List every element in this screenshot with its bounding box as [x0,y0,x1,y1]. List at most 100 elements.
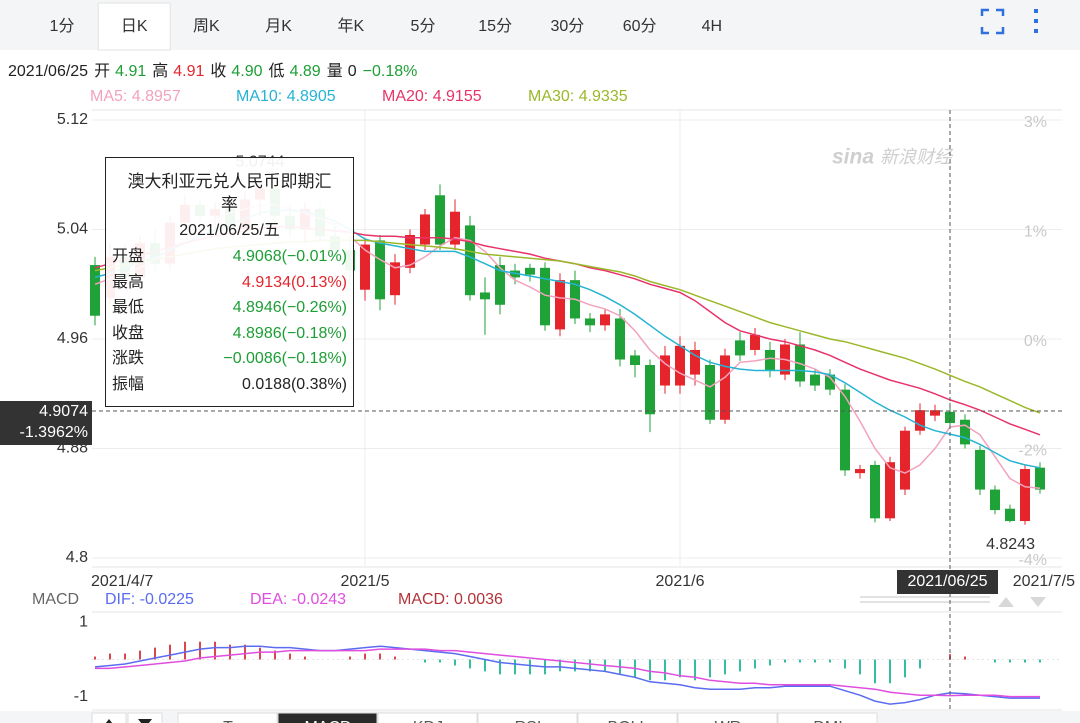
tooltip-title: 澳大利亚元兑人民币即期汇率 [127,172,332,214]
crosshair-price: 4.9074 [39,403,88,420]
candle-body [615,318,625,360]
macd-bar [1024,659,1026,663]
candle-body [555,280,565,330]
more-icon[interactable] [1034,9,1038,33]
candle-body [750,334,760,350]
candle-body [900,430,910,490]
x-tick-label: 2021/5 [341,573,390,590]
plot-frame [92,109,1062,711]
candle-body [915,410,925,431]
macd-bar [499,659,501,675]
legend-item: DIF: -0.0225 [105,591,194,608]
info-label: 高 [152,62,168,80]
tab[interactable]: 周K [193,18,220,35]
macd-bar [709,659,711,678]
y-tick-label: -1 [74,688,88,705]
tooltip-date: 2021/06/25/五 [179,222,280,239]
watermark-name: 新浪财经 [880,147,954,167]
candle-body [690,349,700,375]
tab[interactable]: 30分 [550,17,584,35]
candle-body [1005,508,1015,522]
macd-bar [994,659,996,663]
tooltip-rows: 开盘 4.9068(−0.01%) 最高 4.9134(0.13%) 最低 4.8946(… [106,244,353,397]
info-label: 量 [327,63,343,80]
tab[interactable]: 15分 [478,17,512,35]
move-down-icon [138,719,152,723]
y-tick-label: 1 [79,614,88,631]
macd-bar [814,659,816,663]
macd-bar [304,656,306,660]
macd-bar [1039,659,1041,663]
fullscreen-icon[interactable] [980,8,1005,35]
move-down-button[interactable] [127,712,163,723]
legend-item: MA30: 4.9335 [528,88,628,105]
macd-bar [1009,659,1011,663]
tooltip: 澳大利亚元兑人民币即期汇率 2021/06/25/五 开盘 4.9068(−0.0… [105,157,354,407]
candle-body [660,355,670,386]
tooltip-row: 振幅 0.0188(0.38%) [106,372,353,398]
panel-down-icon[interactable] [1030,597,1046,607]
y2-tick-label: 0% [1024,333,1047,350]
y-tick-label: 5.12 [57,111,88,128]
panel-up-icon[interactable] [998,597,1014,607]
indicator-tab-bg[interactable] [577,712,678,723]
x-tick-label: 2021/4/7 [91,573,153,590]
legend-item: MA20: 4.9155 [382,88,482,105]
candle-body [765,349,775,371]
indicator-tab[interactable]: DMI [813,719,842,723]
tooltip-value: 4.8946(−0.26%) [232,299,347,316]
indicator-tab-bg[interactable] [477,712,578,723]
macd-bar [229,644,231,660]
indicator-tab-bg[interactable] [377,712,478,723]
candle-body [810,374,820,386]
indicator-tab[interactable]: RSI [515,719,542,723]
crosshair-change: -1.3962% [20,424,89,441]
tab[interactable]: 月K [265,18,292,35]
move-up-button[interactable] [91,712,127,723]
macd-bar [769,659,771,666]
macd-bar [529,659,531,675]
y2-tick-label: 3% [1024,114,1047,131]
candle-body [825,374,835,390]
macd-bar [919,659,921,669]
indicator-tab-bg[interactable] [677,712,778,723]
macd-bar [784,659,786,663]
macd-bar [754,659,756,669]
indicator-tab-bg[interactable] [277,712,378,723]
info-label: 开 [94,63,110,80]
tab[interactable]: 年K [337,17,364,35]
tab[interactable]: 5分 [411,17,436,35]
tab[interactable]: 1分 [50,17,75,35]
candle-body [375,240,385,300]
candle-body [870,464,880,519]
macd-bar [574,659,576,672]
indicator-tab[interactable]: T [223,719,233,723]
move-up-icon [105,719,113,723]
macd-bar [139,650,141,660]
indicator-tab[interactable]: KDJ [413,719,443,723]
macd-bar [589,659,591,672]
legend-item: DEA: -0.0243 [250,591,346,608]
indicator-tab[interactable]: MACD [304,719,351,723]
macd-bar [214,641,216,660]
macd-bar [259,647,261,660]
candle-body [90,265,100,316]
macd-bar [394,656,396,660]
tooltip-label: 最高 [112,273,145,291]
line-series [95,648,1040,698]
tooltip-label: 开盘 [112,248,145,265]
indicator-tab-bg[interactable] [177,712,278,723]
macd-bar [724,659,726,675]
indicator-tab[interactable]: BOLL [608,719,649,723]
indicator-tab[interactable]: WR [715,719,742,723]
indicator-tab-bg[interactable] [777,712,878,723]
tooltip-row: 开盘 4.9068(−0.01%) [106,244,353,270]
macd-bar [514,659,516,675]
candle-body [420,214,430,245]
tooltip-label: 振幅 [112,375,145,393]
macd-bar [169,644,171,660]
tab[interactable]: 4H [702,18,722,35]
tab[interactable]: 日K [121,18,148,35]
tab[interactable]: 60分 [623,17,657,35]
